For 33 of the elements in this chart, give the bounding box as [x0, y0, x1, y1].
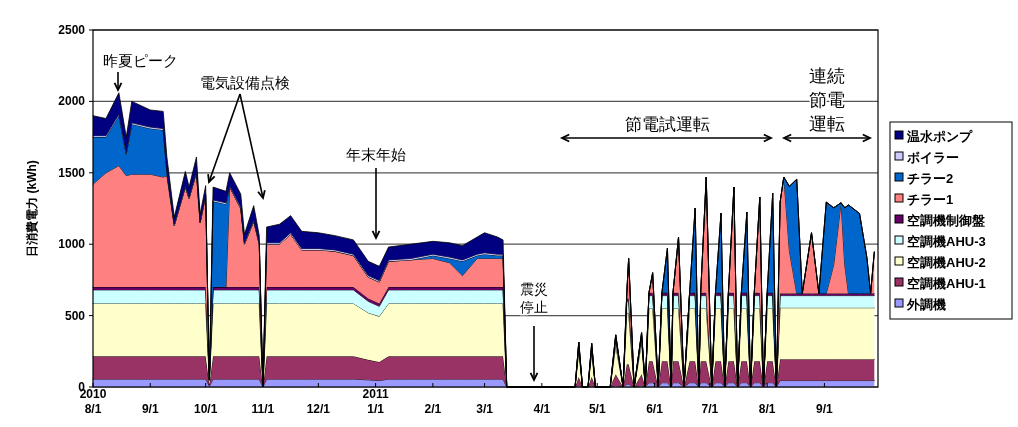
x-tick-label: 9/1 [141, 402, 159, 416]
annotation: 節電試運転 [624, 115, 710, 134]
x-tick-label: 12/1 [306, 402, 331, 416]
annotation: 電気設備点検 [200, 74, 290, 91]
legend-label: 空調機AHU-1 [907, 276, 986, 291]
x-tick-label: 6/1 [646, 402, 664, 416]
annotation: 昨夏ピーク [102, 52, 178, 69]
y-tick-label: 500 [64, 308, 86, 323]
x-tick-label: 5/1 [588, 402, 606, 416]
y-axis-title: 日消費電力 (kWh) [25, 160, 39, 257]
y-tick-label: 1500 [58, 165, 86, 180]
x-tick-label: 2011 1/1 [362, 387, 389, 416]
x-tick-label: 3/1 [476, 402, 494, 416]
x-tick-label: 10/1 [193, 402, 218, 416]
x-tick-label: 4/1 [533, 402, 551, 416]
legend-label: 外調機 [906, 297, 946, 312]
x-tick-label: 8/1 [758, 402, 776, 416]
x-tick-label: 9/1 [816, 402, 834, 416]
annotation: 震災停止 [520, 281, 548, 315]
legend-label: 温水ポンプ [906, 129, 973, 144]
y-tick-label: 1000 [58, 237, 86, 252]
legend-label: 空調機制御盤 [907, 213, 985, 228]
x-tick-label: 7/1 [701, 402, 719, 416]
legend-label: 空調機AHU-2 [907, 255, 986, 270]
x-tick-label: 11/1 [251, 402, 275, 416]
annotation: 年末年始 [346, 146, 406, 163]
x-tick-label: 2/1 [424, 402, 442, 416]
y-tick-label: 2000 [58, 94, 86, 109]
legend-label: ボイラー [906, 150, 959, 165]
legend-label: 空調機AHU-3 [907, 234, 986, 249]
legend-label: チラー2 [907, 171, 954, 186]
y-tick-label: 2500 [58, 23, 86, 37]
legend-label: チラー1 [907, 192, 954, 207]
